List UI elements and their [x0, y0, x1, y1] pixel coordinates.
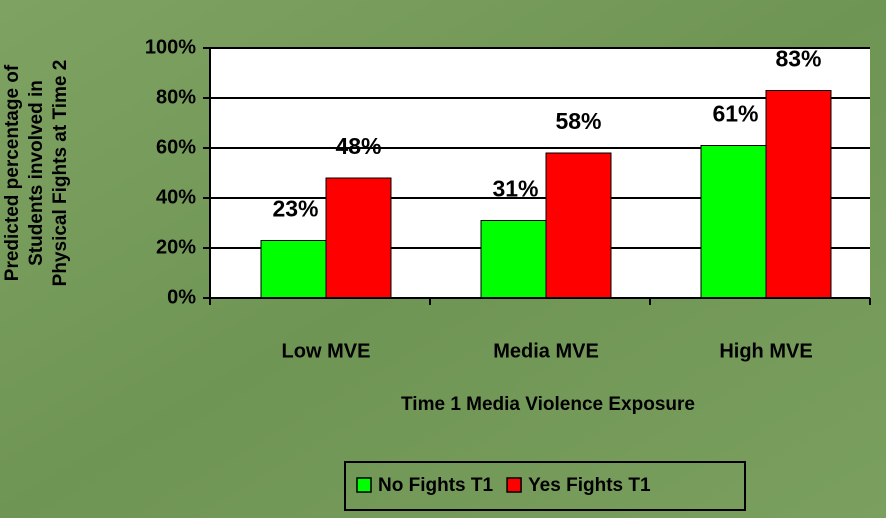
data-label: 31%	[492, 176, 538, 202]
y-tick-label: 0%	[167, 286, 196, 308]
legend-swatch	[506, 477, 522, 493]
legend-label: Yes Fights T1	[528, 475, 651, 496]
y-tick-label: 40%	[156, 186, 196, 208]
data-label: 48%	[335, 133, 381, 159]
bar	[765, 90, 832, 299]
y-axis-title-line: Predicted percentage of	[2, 64, 23, 281]
bar	[700, 145, 767, 299]
data-label: 23%	[272, 196, 318, 222]
y-tick-label: 80%	[156, 86, 196, 108]
bar	[260, 240, 327, 299]
x-tick-label: Media MVE	[493, 340, 599, 362]
y-tick-label: 60%	[156, 136, 196, 158]
y-axis-title: Predicted percentage of Students involved…	[2, 60, 71, 287]
legend-label: No Fights T1	[378, 475, 493, 496]
bar	[480, 220, 547, 299]
legend-swatch	[356, 477, 372, 493]
bar	[325, 177, 392, 299]
y-tick-label: 20%	[156, 236, 196, 258]
x-tick-label: High MVE	[719, 340, 812, 362]
data-label: 83%	[775, 46, 821, 72]
x-tick-label: Low MVE	[282, 340, 371, 362]
data-label: 58%	[555, 108, 601, 134]
bar	[545, 152, 612, 299]
y-axis-title-line: Physical Fights at Time 2	[50, 60, 71, 287]
data-label: 61%	[712, 101, 758, 127]
y-axis-title-line: Students involved in	[26, 80, 47, 266]
legend-box	[344, 461, 746, 511]
y-tick-label: 100%	[145, 36, 196, 58]
x-axis-title: Time 1 Media Violence Exposure	[401, 394, 695, 415]
